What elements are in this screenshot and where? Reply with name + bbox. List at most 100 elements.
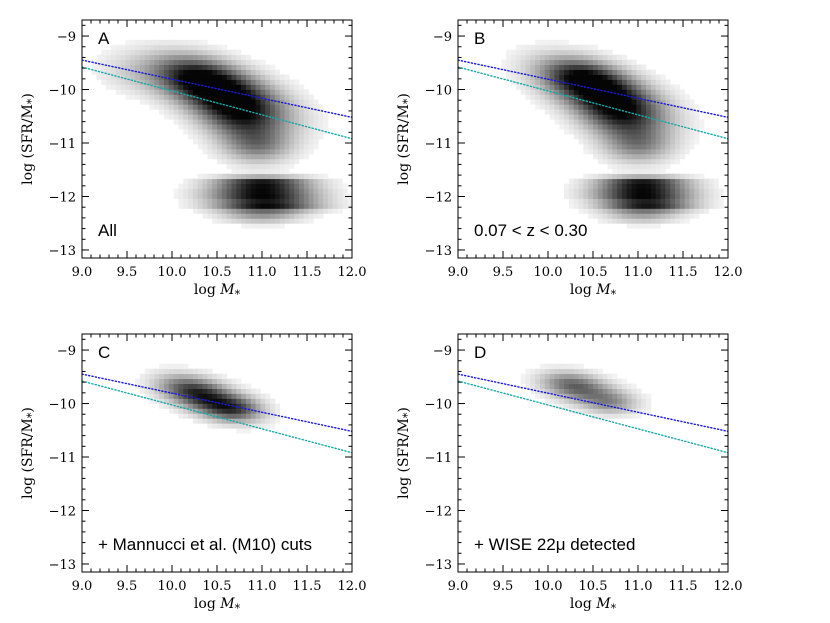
heatmap-cell [130,79,136,85]
heatmap-cell [646,183,652,189]
heatmap-cell [588,213,594,219]
heatmap-cell [674,114,681,120]
heatmap-cell [245,218,252,224]
heatmap-cell [274,79,281,85]
heatmap-cell [655,168,661,175]
heatmap-cell [626,69,632,75]
heatmap-cell [221,109,228,115]
heatmap-cell [641,408,647,414]
heatmap-cell [255,403,261,409]
heatmap-cell [202,408,208,414]
heatmap-cell [260,213,266,219]
heatmap-cell [192,79,199,85]
heatmap-cell [655,134,661,140]
heatmap-cell [231,188,237,194]
heatmap-cell [535,64,541,70]
heatmap-cell [115,44,121,51]
heatmap-cell [694,134,700,140]
heatmap-cell [708,183,714,189]
heatmap-cell [539,89,546,95]
heatmap-cell [597,119,604,125]
heatmap-cell [694,198,700,204]
heatmap-cell [274,99,281,105]
heatmap-cell [270,99,276,105]
heatmap-cell [636,99,642,105]
heatmap-cell [573,89,579,95]
heatmap-cell [650,153,657,160]
heatmap-cell [270,203,276,209]
heatmap-cell [646,158,652,165]
heatmap-cell [602,89,608,95]
heatmap-cell [183,44,189,51]
heatmap-cell [694,213,700,219]
heatmap-cell [679,208,686,214]
heatmap-cell [303,129,310,135]
heatmap-cell [641,148,647,155]
heatmap-cell [217,218,223,224]
heatmap-cell [583,383,589,389]
heatmap-cell [593,79,599,85]
heatmap-cell [120,64,126,70]
x-tick-label: 9.5 [117,579,138,594]
heatmap-cell [670,119,676,125]
heatmap-cell [617,64,623,70]
heatmap-cell [144,368,150,375]
heatmap-cell [212,193,218,199]
heatmap-cell [506,74,512,80]
heatmap-cell [298,109,305,115]
heatmap-cell [530,99,536,105]
heatmap-cell [260,119,266,125]
heatmap-cell [626,403,632,409]
heatmap-cell [250,84,256,90]
heatmap-cell [221,213,228,219]
heatmap-cell [217,114,223,120]
heatmap-cell [621,99,628,105]
heatmap-cell [226,213,232,219]
heatmap-cell [689,193,695,199]
heatmap-cell [260,143,266,150]
heatmap-cell [284,129,290,135]
heatmap-cell [260,134,266,140]
heatmap-cell [149,49,155,56]
heatmap-cell [163,393,170,399]
heatmap-cell [236,418,242,424]
heatmap-cell [183,388,189,394]
heatmap-cell [655,143,661,150]
heatmap-cell [612,143,618,150]
heatmap-cell [699,203,705,209]
heatmap-cell [621,74,628,80]
heatmap-cell [294,134,300,140]
heatmap-cell [650,193,657,199]
heatmap-cell [568,129,575,135]
heatmap-cell [539,104,546,110]
heatmap-cell [279,198,285,204]
heatmap-cell [679,89,686,95]
heatmap-cell [303,134,310,140]
heatmap-cell [318,178,324,185]
heatmap-cell [588,368,594,375]
heatmap-cell [597,59,604,66]
heatmap-cell [236,168,242,175]
heatmap-cell [607,153,613,160]
heatmap-cell [115,79,121,85]
heatmap-cell [110,69,117,75]
heatmap-cell [197,203,203,209]
heatmap-cell [303,203,310,209]
y-tick-label: −12 [49,190,76,205]
heatmap-cell [670,148,676,155]
heatmap-cell [588,139,594,145]
heatmap-cell [684,208,690,214]
heatmap-cell [655,129,661,135]
heatmap-cell [188,178,194,185]
heatmap-cell [655,223,661,229]
heatmap-cell [588,54,594,61]
heatmap-cell [159,49,165,56]
heatmap-cell [621,84,628,90]
heatmap-cell [617,173,623,180]
heatmap-cell [626,64,632,70]
heatmap-cell [168,114,175,120]
heatmap-cell [631,193,637,199]
heatmap-cell [279,84,285,90]
heatmap-cell [670,139,676,145]
